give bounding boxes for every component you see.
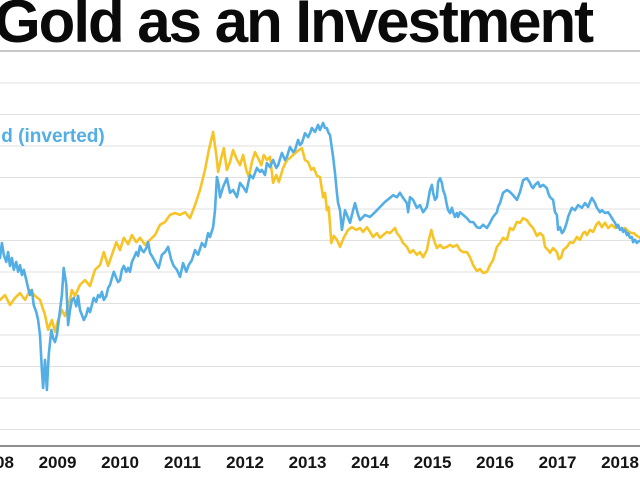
x-tick-label-2010: 2010 — [101, 453, 139, 472]
page-title: Gold as an Investment — [0, 0, 594, 55]
x-tick-label-2016: 2016 — [476, 453, 514, 472]
x-axis: 2008 2009 2010 2011 2012 2013 2014 2015 2016 2017… — [0, 453, 640, 477]
x-tick-label-2015: 2015 — [413, 453, 452, 472]
x-tick-label-2014: 2014 — [351, 453, 389, 472]
x-tick-label-2018: 2018 — [601, 453, 639, 472]
title-divider — [0, 50, 640, 52]
x-tick-label-2013: 2013 — [288, 453, 327, 472]
x-tick-label-2012: 2012 — [226, 453, 264, 472]
x-tick-label-2009: 2009 — [38, 453, 77, 472]
x-tick-label-2017: 2017 — [538, 453, 577, 472]
series-line-gold — [0, 130, 640, 334]
x-tick-label-2011: 2011 — [164, 453, 201, 472]
legend-yield-inverted-label: ld (inverted) — [0, 126, 105, 147]
series-line-yield-inverted — [0, 121, 640, 392]
x-tick-label-2008: 2008 — [0, 453, 14, 472]
